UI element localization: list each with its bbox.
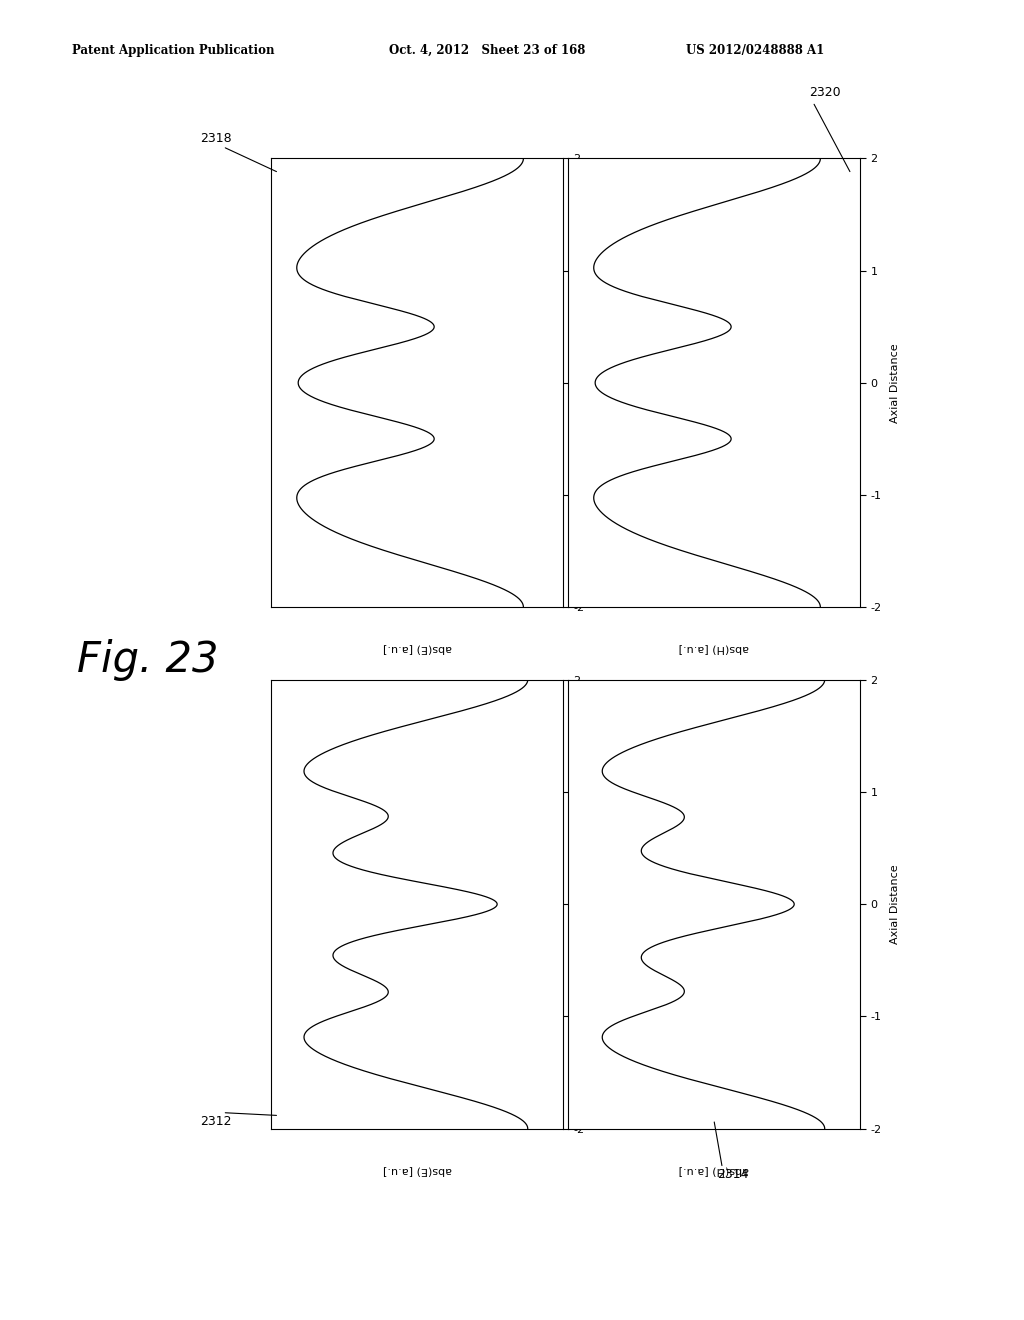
Y-axis label: Axial Distance: Axial Distance bbox=[890, 343, 900, 422]
Y-axis label: Axial Distance: Axial Distance bbox=[890, 865, 900, 944]
Text: 2318: 2318 bbox=[200, 132, 231, 145]
Text: abs(H) [a.u.]: abs(H) [a.u.] bbox=[679, 644, 750, 655]
Text: 2320: 2320 bbox=[809, 86, 841, 99]
Text: abs(H) [a.u.]: abs(H) [a.u.] bbox=[679, 1166, 750, 1176]
Text: abs(E) [a.u.]: abs(E) [a.u.] bbox=[383, 1166, 452, 1176]
Y-axis label: Axial Distance: Axial Distance bbox=[593, 343, 603, 422]
Text: 2312: 2312 bbox=[200, 1115, 231, 1129]
Text: abs(E) [a.u.]: abs(E) [a.u.] bbox=[383, 644, 452, 655]
Text: US 2012/0248888 A1: US 2012/0248888 A1 bbox=[686, 44, 824, 57]
Text: Oct. 4, 2012   Sheet 23 of 168: Oct. 4, 2012 Sheet 23 of 168 bbox=[389, 44, 586, 57]
Text: Patent Application Publication: Patent Application Publication bbox=[72, 44, 274, 57]
Text: 2314: 2314 bbox=[717, 1168, 749, 1181]
Text: Fig. 23: Fig. 23 bbox=[77, 639, 218, 681]
Y-axis label: Axial Distance: Axial Distance bbox=[593, 865, 603, 944]
